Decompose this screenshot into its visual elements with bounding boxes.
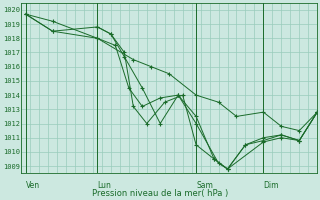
Text: Lun: Lun [97,181,111,190]
Text: Sam: Sam [196,181,213,190]
Text: Pression niveau de la mer( hPa ): Pression niveau de la mer( hPa ) [92,189,228,198]
Text: Dim: Dim [263,181,279,190]
Text: Ven: Ven [26,181,40,190]
